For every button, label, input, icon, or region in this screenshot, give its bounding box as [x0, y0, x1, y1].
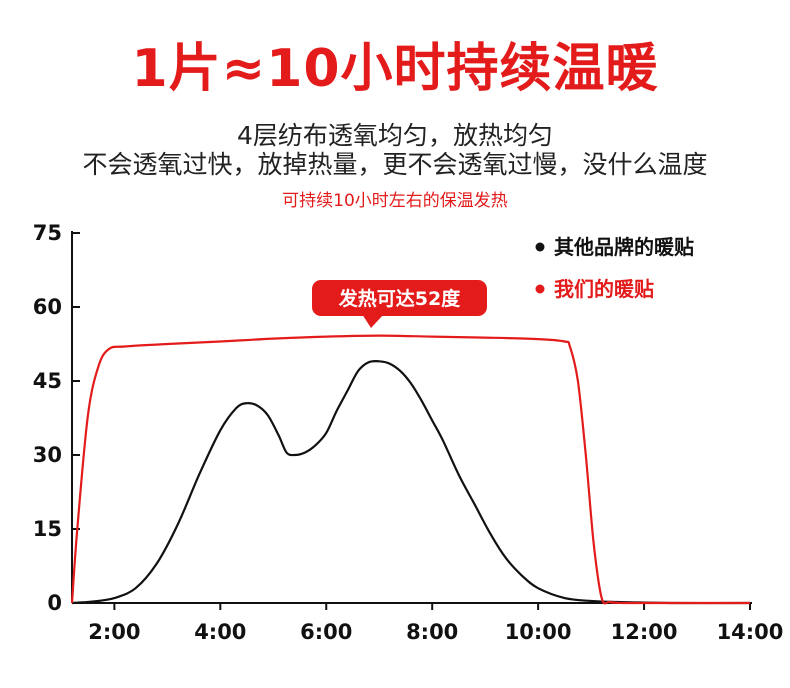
x-tick-label: 14:00 — [717, 620, 784, 644]
x-tick-label: 4:00 — [194, 620, 246, 644]
subtitle-line-2: 不会透氧过快，放掉热量，更不会透氧过慢，没什么温度 — [82, 150, 708, 179]
legend-label: 我们的暖贴 — [554, 277, 654, 301]
y-tick-label: 60 — [33, 295, 62, 319]
x-tick-label: 12:00 — [611, 620, 678, 644]
subtitle-line-3: 可持续10小时左右的保温发热 — [282, 191, 508, 211]
x-tick-label: 10:00 — [505, 620, 572, 644]
legend-marker — [535, 284, 545, 294]
series-line-our-product — [70, 334, 750, 605]
series-line-other-brand — [71, 359, 751, 605]
y-tick-label: 45 — [33, 369, 62, 393]
legend-label: 其他品牌的暖贴 — [554, 235, 694, 259]
headline: 1片≈10小时持续温暖 — [131, 39, 659, 99]
annotation-bubble — [312, 280, 487, 316]
annotation-text: 发热可达52度 — [338, 287, 461, 310]
legend-marker — [535, 242, 545, 252]
y-tick-label: 0 — [47, 591, 62, 615]
y-tick-label: 30 — [33, 443, 62, 467]
subtitle-line-1: 4层纺布透氧均匀，放热均匀 — [237, 121, 553, 150]
x-tick-label: 6:00 — [300, 620, 352, 644]
annotation-pointer — [362, 314, 384, 328]
y-tick-label: 15 — [33, 517, 62, 541]
x-tick-label: 2:00 — [88, 620, 140, 644]
x-tick-label: 8:00 — [406, 620, 458, 644]
y-tick-label: 75 — [33, 221, 62, 245]
